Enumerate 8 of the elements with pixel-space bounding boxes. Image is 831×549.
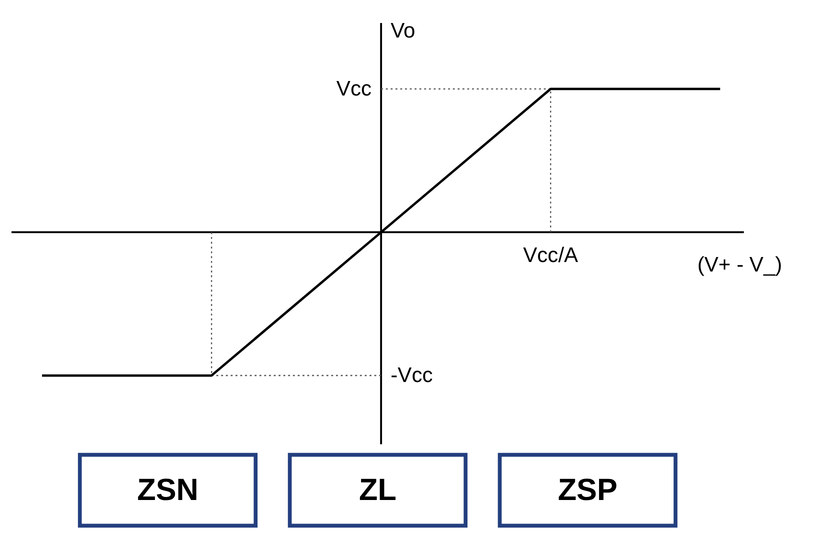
text: ZSP (558, 472, 618, 507)
annotation: -Vcc (390, 364, 433, 388)
x-axis-title: (V+ - V_) (697, 253, 782, 276)
annotation: Vcc (336, 78, 372, 101)
text: ZL (358, 472, 396, 507)
y-axis-title: Vo (390, 19, 416, 42)
annotation: Vcc/A (523, 244, 578, 267)
text: ZSN (137, 472, 198, 507)
